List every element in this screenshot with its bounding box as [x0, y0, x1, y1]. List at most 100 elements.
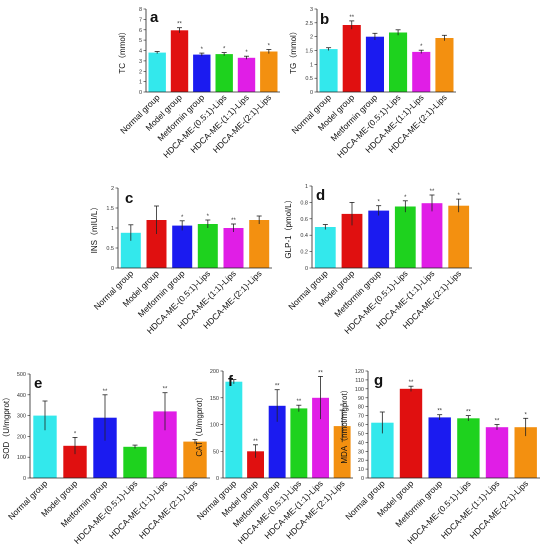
bar-c-2	[146, 220, 167, 268]
bar-f-1	[225, 381, 243, 478]
significance-mark-f-5: **	[318, 370, 323, 376]
significance-mark-a-2: **	[177, 22, 182, 28]
significance-mark-e-5: **	[163, 387, 168, 393]
y-tick-label-e-5: 500	[17, 372, 26, 378]
y-tick-label-g-1: 10	[358, 467, 364, 473]
bar-a-2	[170, 30, 189, 92]
y-axis-label-c: INS（mIU/L）	[90, 203, 99, 254]
significance-mark-g-3: **	[437, 409, 442, 415]
bar-f-4	[290, 408, 308, 478]
panel-label-c: c	[125, 190, 133, 207]
y-tick-label-e-3: 300	[17, 414, 26, 420]
significance-mark-a-5: *	[245, 50, 248, 56]
y-tick-label-c-4: 2	[111, 186, 114, 192]
bar-f-2	[247, 451, 264, 479]
y-tick-label-g-5: 50	[358, 431, 364, 437]
significance-mark-f-6: **	[340, 404, 345, 410]
y-tick-label-f-3: 150	[210, 396, 219, 402]
bar-b-3	[365, 36, 384, 92]
bar-d-3	[368, 210, 390, 268]
significance-mark-b-5: *	[420, 44, 423, 50]
y-tick-label-d-1: 0.2	[300, 250, 308, 256]
bar-g-6	[514, 427, 537, 478]
bar-g-3	[428, 417, 451, 478]
bar-b-1	[319, 49, 338, 92]
y-tick-label-b-1: 0.5	[305, 76, 313, 82]
y-tick-label-f-0: 0	[216, 476, 219, 482]
y-tick-label-b-0: 0	[310, 90, 313, 96]
bar-e-6	[183, 441, 207, 478]
y-tick-label-b-2: 1	[310, 62, 313, 68]
panel-label-a: a	[150, 9, 159, 26]
bar-a-6	[260, 51, 278, 92]
bar-e-3	[93, 417, 117, 478]
significance-mark-a-4: *	[223, 47, 226, 53]
significance-mark-c-4: *	[207, 214, 210, 220]
y-tick-label-g-12: 120	[355, 369, 364, 375]
significance-mark-f-3: **	[275, 384, 280, 390]
bar-d-6	[448, 205, 470, 268]
y-axis-label-e: SOD（U/mgprot）	[2, 393, 11, 459]
significance-mark-a-3: *	[201, 47, 204, 53]
y-tick-label-a-4: 4	[139, 49, 142, 55]
panel-label-d: d	[316, 187, 325, 204]
y-tick-label-d-3: 0.6	[300, 217, 308, 223]
bar-d-4	[394, 206, 416, 268]
y-tick-label-g-6: 60	[358, 423, 364, 429]
panel-e: Normal group*Model group**Metformin grou…	[2, 372, 210, 546]
significance-mark-e-2: *	[74, 431, 77, 437]
y-tick-label-a-5: 5	[139, 38, 142, 44]
panel-a: Normal group**Model group*Metformin grou…	[118, 7, 280, 160]
panel-g: Normal group**Model group**Metformin gro…	[340, 369, 540, 546]
y-axis-label-d: GLP-1（pmol/L）	[284, 195, 293, 258]
y-tick-label-d-5: 1	[305, 184, 308, 190]
significance-mark-c-3: *	[181, 215, 184, 221]
significance-mark-a-6: *	[268, 44, 271, 50]
y-tick-label-e-2: 200	[17, 434, 26, 440]
bar-f-6	[333, 426, 351, 478]
bar-e-5	[153, 411, 177, 478]
y-tick-label-e-4: 400	[17, 393, 26, 399]
y-tick-label-d-4: 0.8	[300, 200, 308, 206]
bar-f-3	[268, 405, 286, 478]
panel-label-e: e	[34, 375, 42, 392]
bar-d-1	[314, 227, 336, 268]
bar-c-6	[249, 220, 270, 268]
y-tick-label-g-3: 30	[358, 449, 364, 455]
y-tick-label-g-10: 100	[355, 387, 364, 393]
bar-c-4	[197, 224, 218, 268]
bar-b-4	[389, 32, 408, 92]
y-tick-label-g-4: 40	[358, 440, 364, 446]
bar-e-2	[63, 445, 87, 478]
y-axis-label-b: TG（mmol）	[289, 27, 298, 74]
panel-label-b: b	[320, 11, 329, 28]
y-tick-label-c-1: 0.5	[106, 246, 114, 252]
significance-mark-g-6: *	[524, 412, 527, 418]
y-tick-label-e-0: 0	[23, 476, 26, 482]
bar-g-4	[457, 418, 480, 478]
y-tick-label-a-6: 6	[139, 28, 142, 34]
panel-f: Normal group**Model group**Metformin gro…	[195, 369, 353, 546]
bar-c-1	[120, 232, 141, 268]
panel-label-f: f	[228, 373, 234, 390]
bar-e-4	[123, 446, 147, 478]
y-tick-label-f-1: 50	[213, 449, 219, 455]
x-tick-label-e-6: HDCA-ME-(2:1)-Lips	[137, 478, 200, 541]
y-tick-label-f-2: 100	[210, 423, 219, 429]
bar-b-6	[435, 38, 454, 92]
bar-c-5	[223, 228, 244, 268]
bar-a-5	[237, 57, 256, 92]
y-tick-label-b-4: 2	[310, 35, 313, 41]
y-tick-label-e-1: 100	[17, 455, 26, 461]
y-tick-label-c-3: 1.5	[106, 206, 114, 212]
significance-mark-f-2: **	[253, 439, 258, 445]
y-tick-label-a-3: 3	[139, 59, 142, 65]
significance-mark-b-2: **	[349, 15, 354, 21]
bar-a-3	[193, 54, 211, 92]
bar-a-4	[215, 54, 233, 92]
significance-mark-e-3: **	[103, 389, 108, 395]
y-tick-label-c-0: 0	[111, 266, 114, 272]
y-tick-label-a-0: 0	[139, 90, 142, 96]
